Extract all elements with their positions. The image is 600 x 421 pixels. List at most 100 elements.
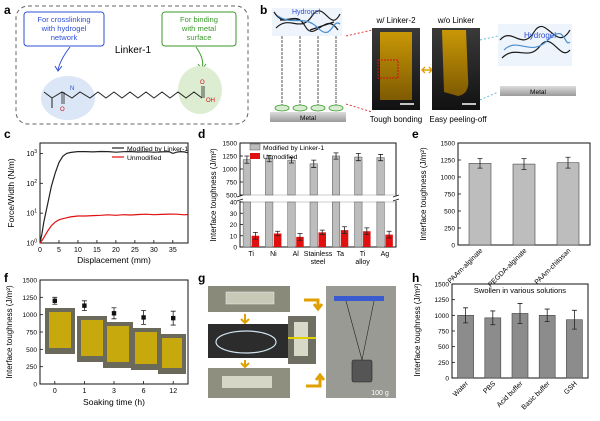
anchor-loops [274, 104, 344, 112]
panel-b: Hydrogel Metal w/ Linker-2 Tough bonding… [270, 8, 576, 124]
panel-label-c: c [4, 127, 11, 141]
bond-highlight [377, 59, 399, 79]
d-category-label: steel [311, 259, 326, 266]
d-bar-modified-top [354, 156, 363, 196]
panel-label-a: a [4, 3, 11, 17]
tough-bonding-label: Tough bonding [370, 115, 423, 124]
d-error-unmodified [342, 226, 348, 234]
chart-c-axes: 0 5 10 15 20 25 30 35 100 101 102 103 [26, 149, 176, 254]
h-ytick-label: 250 [438, 360, 449, 367]
h-category-label: PBS [482, 380, 497, 395]
e-error-bar [565, 156, 571, 169]
d-category-label: Ti [360, 251, 366, 258]
d-error-unmodified [364, 227, 370, 236]
c-ytick-label: 103 [26, 149, 37, 158]
e-bar [512, 163, 536, 246]
f-xtick-label: 6 [142, 388, 146, 395]
g-sample-1 [225, 291, 275, 305]
chart-f-points: 0 1 3 6 12 [52, 296, 177, 395]
d-category-label: Al [293, 251, 300, 258]
f-ytick-label: 1500 [23, 278, 38, 285]
chart-f-axes: 0 250 500 750 1000 1250 1500 [23, 278, 43, 389]
d-bar-unmodified [296, 236, 304, 247]
d-error-unmodified [386, 230, 392, 239]
e-error-bar [521, 158, 527, 170]
d-bar-unmodified [340, 230, 349, 247]
panel-labels: a b c d e f g h [4, 3, 419, 285]
metal-substrate-2 [500, 86, 576, 96]
carbonyl-bonds [61, 86, 205, 104]
crosslink-box [23, 11, 105, 47]
e-ytick-label: 750 [444, 192, 455, 199]
h-bar [538, 315, 556, 379]
panel-label-d: d [198, 127, 205, 141]
f-ytick-label: 1250 [23, 295, 38, 302]
panel-label-b: b [260, 3, 267, 17]
g-sample-3 [222, 376, 272, 388]
metal-substrate [270, 112, 346, 122]
c-xtick-label: 20 [112, 247, 120, 254]
soaking-photos [45, 308, 186, 374]
h-ytick-label: 1250 [435, 297, 450, 304]
d-break-marks [236, 194, 400, 202]
d-bar-unmodified [251, 235, 260, 247]
h-error-bar [544, 308, 550, 322]
f-ytick-label: 250 [26, 364, 37, 371]
d-error-unmodified [252, 231, 258, 240]
h-ytick-label: 0 [445, 376, 449, 383]
arrow-to-carboxyl [195, 46, 204, 69]
carboxyl-highlight [178, 66, 222, 114]
metal-binding-box-text: For binding with metal surface [180, 15, 218, 42]
h-bar [484, 317, 502, 379]
polymer-chains [273, 10, 341, 33]
chart-e-axes: 0 250 500 750 1000 1250 1500 [441, 141, 461, 250]
linker-1-structure [43, 91, 203, 108]
polymer-chains-blue [277, 15, 341, 34]
f-point [82, 303, 87, 308]
without-linker-label: w/o Linker [437, 16, 475, 25]
legend-d-unmodified: Unmodified [263, 154, 298, 161]
d-bar-modified-bottom [354, 201, 363, 248]
c-xtick-label: 5 [57, 247, 61, 254]
soak-gel-0 [49, 312, 71, 348]
d-bar-modified-top [376, 157, 385, 196]
d-bar-unmodified [273, 233, 282, 247]
d-ytick-label: 40 [230, 200, 238, 207]
d-ytick-label: 500 [226, 193, 237, 200]
e-bar [556, 162, 580, 246]
g-turn-arrow-2 [306, 372, 326, 388]
h-bar [457, 315, 474, 379]
e-ytick-label: 500 [444, 209, 455, 216]
h-ytick-label: 1000 [435, 313, 450, 320]
d-bar-unmodified [363, 231, 371, 247]
d-error-modified [378, 154, 384, 162]
d-ytick-label: 1250 [223, 154, 238, 161]
d-category-label: Stainless [304, 251, 333, 258]
d-error-modified [311, 159, 317, 168]
d-bar-modified-bottom [376, 201, 385, 248]
c-ytick-label: 102 [26, 179, 37, 188]
hydrogel-label-2: Hydrogel [524, 31, 556, 40]
f-xtick-label: 3 [112, 388, 116, 395]
e-ytick-label: 250 [444, 226, 455, 233]
panel-e: 0 250 500 750 1000 1250 1500 PAAm-alginate PEGD… [419, 141, 591, 289]
c-xtick-label: 35 [169, 247, 177, 254]
methacrylate-highlight [41, 76, 95, 120]
chart-h-title: Swollen in various solutions [474, 286, 566, 295]
g-hang-wires [345, 300, 375, 361]
f-point [111, 311, 117, 316]
h-error-bar [517, 303, 523, 324]
legend-swatch-unmodified [250, 153, 260, 159]
compare-arrow [421, 66, 433, 74]
f-point [52, 298, 57, 303]
chart-d-legend: Modified by Linker-1 Unmodified [249, 143, 324, 161]
d-bar-modified-top [265, 158, 274, 196]
f-xtick-label: 12 [169, 388, 177, 395]
f-ytick-label: 0 [33, 382, 37, 389]
chart-e-ylabel: Interface toughness (J/m²) [419, 147, 428, 241]
d-category-label: Ta [337, 251, 345, 258]
amide-nh: N [70, 86, 74, 92]
